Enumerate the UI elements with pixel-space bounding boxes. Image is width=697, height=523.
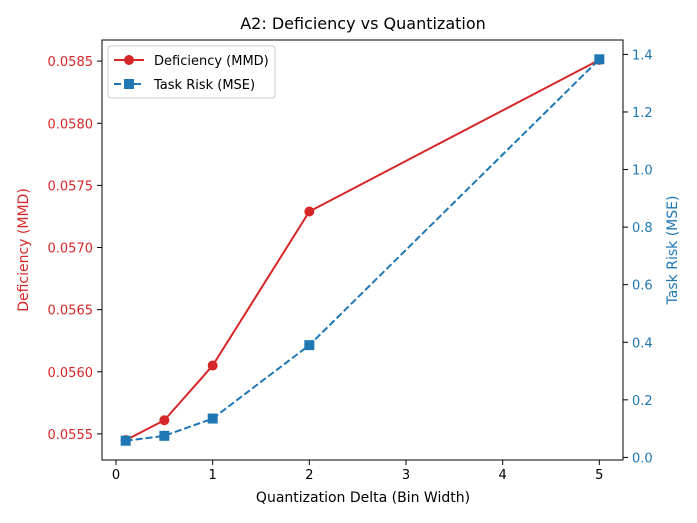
- deficiency-point: [304, 206, 315, 217]
- task-risk-point: [159, 430, 170, 441]
- legend-box: [107, 45, 276, 99]
- deficiency-point: [159, 415, 170, 426]
- right-y-tick-label: 0.4: [632, 336, 653, 351]
- axes: 0 1 2 3 4 5 0.0555 0.0560 0.0565 0.0570 0.0575 0.05…: [48, 48, 653, 483]
- task-risk-point: [594, 54, 605, 65]
- x-tick-label: 3: [402, 468, 410, 483]
- x-tick-label: 4: [499, 468, 507, 483]
- left-y-tick-label: 0.0570: [48, 242, 94, 257]
- task-risk-point: [207, 413, 218, 424]
- chart-title: A2: Deficiency vs Quantization: [240, 14, 486, 33]
- right-y-tick-label: 1.0: [632, 164, 653, 179]
- right-axis-label: Task Risk (MSE): [665, 196, 681, 306]
- legend-task-risk-label: Task Risk (MSE): [153, 78, 255, 93]
- left-axis-label: Deficiency (MMD): [16, 188, 32, 312]
- left-y-tick-label: 0.0585: [48, 55, 94, 70]
- legend-task-risk-marker: [124, 79, 134, 89]
- legend-deficiency-label: Deficiency (MMD): [154, 54, 269, 69]
- task-risk-point: [304, 340, 315, 351]
- x-tick-label: 5: [595, 468, 603, 483]
- right-y-tick-label: 1.4: [632, 48, 653, 63]
- right-y-tick-label: 0.0: [632, 451, 653, 466]
- legend: Deficiency (MMD) Task Risk (MSE): [107, 45, 276, 99]
- deficiency-line: [125, 58, 600, 442]
- left-y-tick-label: 0.0580: [48, 117, 94, 132]
- right-y-tick-label: 0.8: [632, 221, 653, 236]
- x-tick-label: 1: [209, 468, 217, 483]
- left-y-tick-label: 0.0575: [48, 179, 94, 194]
- x-tick-label: 0: [112, 468, 120, 483]
- deficiency-point: [207, 360, 218, 371]
- right-y-tick-label: 0.2: [632, 394, 653, 409]
- x-tick-label: 2: [305, 468, 313, 483]
- plot-marks: [120, 54, 605, 446]
- task-risk-point: [120, 435, 131, 446]
- legend-deficiency-marker: [124, 55, 134, 65]
- left-y-tick-label: 0.0555: [48, 428, 94, 443]
- plot-frame: [101, 39, 624, 461]
- left-y-tick-label: 0.0565: [48, 304, 94, 319]
- x-axis-label: Quantization Delta (Bin Width): [256, 490, 470, 506]
- left-y-tick-label: 0.0560: [48, 366, 94, 381]
- right-y-tick-label: 0.6: [632, 279, 653, 294]
- right-y-tick-label: 1.2: [632, 106, 653, 121]
